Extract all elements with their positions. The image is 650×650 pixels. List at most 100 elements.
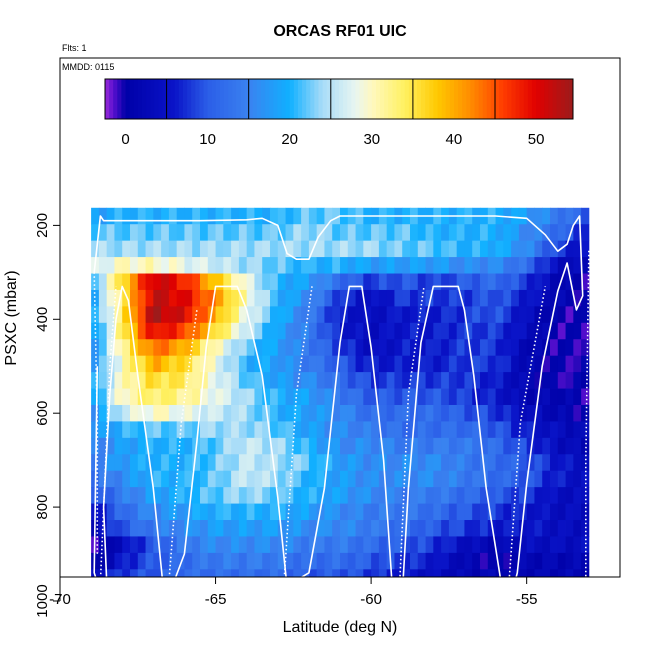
heatmap-cell: [145, 240, 154, 258]
heatmap-cell: [114, 339, 123, 357]
heatmap-cell: [176, 404, 185, 422]
colorbar-swatch: [273, 79, 278, 119]
heatmap-cell: [402, 437, 411, 455]
heatmap-cell: [503, 454, 512, 472]
heatmap-cell: [448, 487, 458, 504]
heatmap-cell: [161, 487, 170, 504]
heatmap-cell: [413, 602, 421, 607]
heatmap-cell: [98, 404, 108, 422]
heatmap-cell: [176, 487, 185, 504]
heatmap-cell: [317, 586, 325, 603]
heatmap-cell: [433, 421, 442, 439]
heatmap-cell: [293, 306, 302, 324]
heatmap-cell: [332, 224, 341, 242]
heatmap-cell: [98, 289, 108, 307]
heatmap-cell: [460, 602, 468, 607]
colorbar-tick-label: 0: [121, 131, 129, 148]
heatmap-cell: [569, 602, 577, 607]
heatmap-cell: [207, 569, 216, 577]
heatmap-cell: [464, 503, 473, 521]
heatmap-cell: [425, 355, 434, 373]
heatmap-cell: [153, 552, 162, 570]
heatmap-cell: [254, 355, 263, 373]
heatmap-cell: [301, 421, 310, 439]
heatmap-cell: [153, 388, 162, 406]
x-axis: -70 -65 -60 -55: [49, 576, 538, 608]
heatmap-cell: [433, 355, 442, 373]
heatmap-cell: [410, 454, 419, 472]
heatmap-cell: [320, 602, 328, 607]
heatmap-cell: [285, 388, 294, 406]
heatmap-cell: [347, 224, 356, 242]
heatmap-cell: [153, 339, 162, 357]
heatmap-cell: [161, 240, 170, 258]
heatmap-cell: [371, 520, 380, 537]
heatmap-cell: [347, 487, 356, 504]
heatmap-cell: [137, 404, 146, 422]
heatmap-cell: [168, 437, 178, 455]
heatmap-cell: [153, 503, 162, 521]
colorbar-swatch: [552, 79, 558, 119]
heatmap-cell: [526, 421, 535, 439]
colorbar-swatch: [523, 79, 529, 119]
heatmap-cell: [285, 339, 294, 357]
heatmap-cell: [301, 536, 310, 554]
heatmap-cell: [542, 487, 551, 504]
heatmap-cell: [518, 437, 528, 455]
heatmap-cell: [207, 224, 216, 242]
heatmap-cell: [487, 257, 496, 274]
heatmap-cell: [293, 224, 302, 242]
heatmap-cell: [448, 536, 458, 554]
heatmap-cell: [184, 586, 192, 603]
heatmap-cell: [270, 470, 279, 488]
heatmap-cell: [270, 388, 279, 406]
heatmap-cell: [215, 569, 224, 577]
heatmap-cell: [503, 437, 512, 455]
heatmap-cell: [511, 503, 520, 521]
heatmap-cell: [557, 421, 566, 439]
heatmap-cell: [472, 586, 480, 603]
heatmap-cell: [433, 586, 441, 603]
heatmap-cell: [343, 602, 351, 607]
heatmap-cell: [161, 569, 170, 577]
heatmap-cell: [293, 240, 302, 258]
heatmap-cell: [557, 569, 566, 577]
heatmap-cell: [464, 289, 473, 307]
heatmap-cell: [176, 372, 185, 389]
heatmap-cell: [122, 503, 131, 521]
heatmap-cell: [184, 421, 193, 439]
heatmap-cell: [534, 470, 543, 488]
heatmap-cell: [472, 421, 481, 439]
heatmap-cell: [503, 404, 512, 422]
heatmap-cell: [386, 306, 395, 324]
heatmap-cell: [526, 273, 535, 291]
heatmap-cell: [238, 454, 248, 472]
heatmap-cell: [480, 569, 489, 577]
heatmap-cell: [363, 536, 372, 554]
heatmap-cell: [402, 289, 411, 307]
colorbar-swatch: [314, 79, 319, 119]
heatmap-cell: [277, 487, 286, 504]
heatmap-cell: [347, 240, 356, 258]
heatmap-cell: [557, 520, 566, 537]
heatmap-cell: [355, 240, 364, 258]
heatmap-cell: [231, 322, 240, 340]
heatmap-cell: [386, 421, 395, 439]
heatmap-cell: [106, 388, 115, 406]
heatmap-cell: [340, 404, 349, 422]
heatmap-cell: [480, 552, 489, 570]
heatmap-cell: [503, 569, 512, 577]
colorbar-swatch: [343, 79, 348, 119]
heatmap-cell: [231, 470, 240, 488]
heatmap-cell: [215, 207, 224, 225]
heatmap-cell: [223, 240, 232, 258]
heatmap-cell: [106, 569, 115, 577]
heatmap-cell: [332, 552, 341, 570]
heatmap-cell: [472, 520, 481, 537]
heatmap-cell: [495, 470, 504, 488]
heatmap-cell: [456, 240, 465, 258]
heatmap-cell: [441, 404, 450, 422]
heatmap-cell: [254, 487, 263, 504]
heatmap-cell: [223, 503, 232, 521]
heatmap-cell: [223, 552, 232, 570]
